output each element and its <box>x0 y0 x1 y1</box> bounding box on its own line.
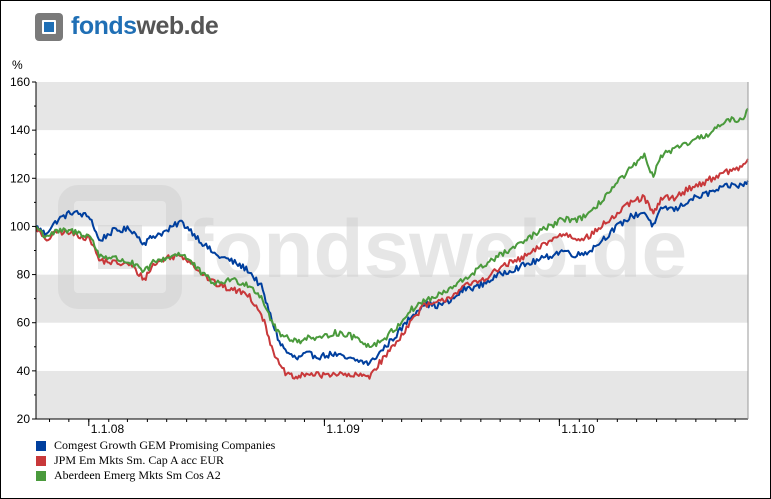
grid-band <box>36 130 748 179</box>
legend-item-aberdeen[interactable]: Aberdeen Emerg Mkts Sm Cos A2 <box>36 468 275 483</box>
x-tick-label: 1.1.10 <box>561 422 595 436</box>
x-tick-label: 1.1.09 <box>326 422 360 436</box>
y-tick-label: 160 <box>10 75 30 89</box>
y-tick-label: 60 <box>17 316 31 330</box>
logo-mark-icon <box>35 13 63 41</box>
x-tick-label: 1.1.08 <box>91 422 125 436</box>
y-axis-label: % <box>12 58 23 72</box>
y-tick-label: 80 <box>17 268 31 282</box>
logo-text-part1: fonds <box>71 12 137 40</box>
legend-label: Aberdeen Emerg Mkts Sm Cos A2 <box>54 468 221 482</box>
legend-label: JPM Em Mkts Sm. Cap A acc EUR <box>54 453 225 467</box>
legend-swatch-red <box>36 455 46 466</box>
y-tick-label: 20 <box>17 412 31 426</box>
grid-band <box>36 82 748 131</box>
series-line <box>35 107 749 348</box>
series-line <box>35 158 749 380</box>
legend-swatch-green <box>36 470 46 481</box>
y-tick-label: 100 <box>10 219 30 233</box>
x-ticks: 1.1.08 1.1.09 1.1.10 <box>49 419 736 436</box>
logo-text-part2: web.de <box>136 12 219 40</box>
y-tick-label: 120 <box>10 171 30 185</box>
y-tick-label: 140 <box>10 123 30 137</box>
y-ticks: 20 40 60 80 100 120 140 160 <box>10 75 36 426</box>
grid-band <box>36 226 748 275</box>
series-lines <box>35 107 749 380</box>
legend-item-comgest[interactable]: Comgest Growth GEM Promising Companies <box>36 438 275 453</box>
legend: Comgest Growth GEM Promising Companies J… <box>36 438 275 483</box>
legend-label: Comgest Growth GEM Promising Companies <box>54 438 276 452</box>
series-line <box>35 180 749 366</box>
watermark-mark-icon <box>58 185 182 309</box>
logo-text: fondsweb.de <box>71 12 219 41</box>
y-tick-label: 40 <box>17 364 31 378</box>
legend-swatch-blue <box>36 440 46 451</box>
watermark-text: fondsweb.de <box>186 204 687 295</box>
legend-item-jpm[interactable]: JPM Em Mkts Sm. Cap A acc EUR <box>36 453 275 468</box>
grid-band <box>36 370 748 419</box>
